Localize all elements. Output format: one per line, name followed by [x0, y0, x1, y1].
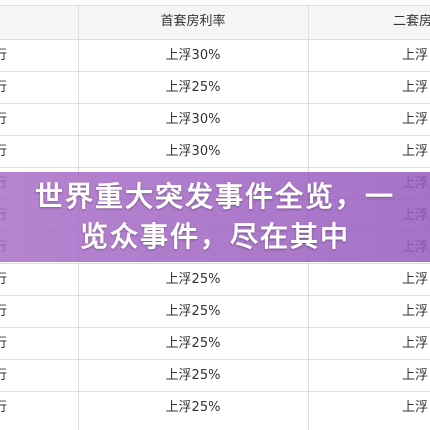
rate-cell: 上浮25% — [165, 80, 221, 95]
rate-cell: 上浮 — [402, 112, 429, 127]
rate-cell: 上浮 — [402, 368, 429, 383]
banner-title: 世界重大突发事件全览，一览众事件，尽在其中 — [34, 180, 395, 253]
rate-cell: 上浮30% — [165, 48, 221, 63]
rate-cell: 上浮25% — [165, 400, 221, 415]
rate-cell: 上浮25% — [165, 304, 221, 319]
bank-cell: 行 — [0, 48, 8, 63]
row-line — [0, 5, 430, 6]
bank-cell: 行 — [0, 80, 8, 95]
row-line — [0, 327, 430, 328]
rate-cell: 上浮 — [402, 80, 429, 95]
bank-cell: 行 — [0, 368, 8, 383]
bank-cell: 行 — [0, 272, 8, 287]
rate-cell: 上浮30% — [165, 112, 221, 127]
row-line — [0, 103, 430, 104]
header-bg — [0, 5, 430, 39]
row-line — [0, 39, 430, 40]
rate-cell: 上浮 — [402, 304, 429, 319]
rate-cell: 上浮25% — [165, 368, 221, 383]
rate-cell: 上浮 — [402, 272, 429, 287]
rate-cell: 上浮 — [402, 144, 429, 159]
rate-cell: 上浮25% — [165, 336, 221, 351]
row-line — [0, 263, 430, 264]
bank-cell: 行 — [0, 112, 8, 127]
row-line — [0, 71, 430, 72]
banner: 世界重大突发事件全览，一览众事件，尽在其中 — [0, 172, 430, 262]
rate-cell: 上浮 — [402, 48, 429, 63]
row-line — [0, 167, 430, 168]
bank-cell: 行 — [0, 304, 8, 319]
rate-cell: 上浮25% — [165, 272, 221, 287]
row-line — [0, 391, 430, 392]
header-cell: 首套房利率 — [160, 14, 226, 29]
rate-cell: 上浮 — [402, 400, 429, 415]
header-cell: 二套房 — [393, 14, 430, 29]
rate-cell: 上浮 — [402, 336, 429, 351]
bank-cell: 行 — [0, 400, 8, 415]
rate-cell: 上浮30% — [165, 144, 221, 159]
row-line — [0, 135, 430, 136]
row-line — [0, 295, 430, 296]
row-line — [0, 359, 430, 360]
bank-cell: 行 — [0, 336, 8, 351]
bank-cell: 行 — [0, 144, 8, 159]
